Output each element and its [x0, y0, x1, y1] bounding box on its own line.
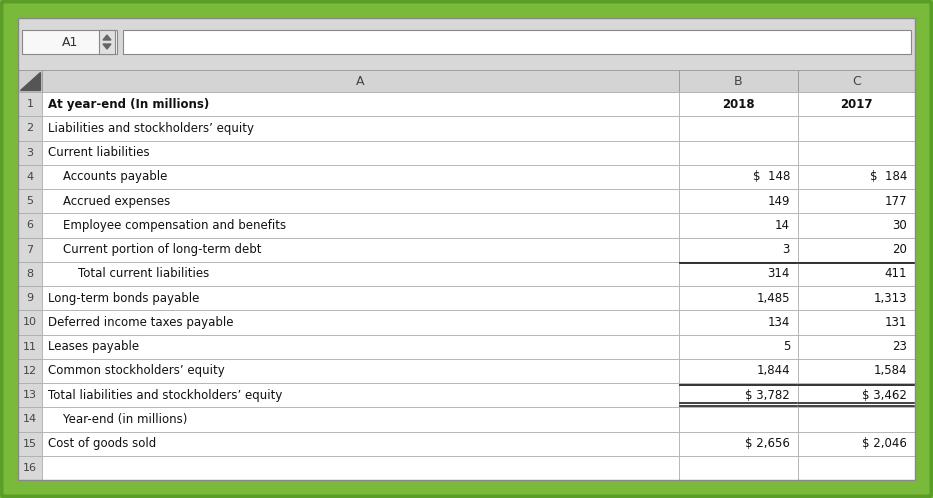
Bar [42, 238, 679, 262]
Bar [18, 70, 42, 92]
Bar [42, 116, 679, 140]
Text: Liabilities and stockholders’ equity: Liabilities and stockholders’ equity [48, 122, 254, 135]
Bar [42, 383, 679, 407]
Text: 20: 20 [892, 243, 907, 256]
Text: 30: 30 [892, 219, 907, 232]
Text: 7: 7 [26, 245, 34, 254]
Text: 10: 10 [23, 317, 37, 327]
Text: $  184: $ 184 [870, 170, 907, 183]
Bar [679, 286, 798, 310]
Text: Current portion of long-term debt: Current portion of long-term debt [48, 243, 261, 256]
Bar [679, 335, 798, 359]
Text: 14: 14 [775, 219, 790, 232]
Bar [798, 213, 915, 238]
Bar [679, 383, 798, 407]
Bar [679, 116, 798, 140]
Bar [42, 335, 679, 359]
Bar [123, 30, 911, 54]
Bar [798, 238, 915, 262]
Bar [798, 165, 915, 189]
Bar [18, 286, 42, 310]
Text: 314: 314 [768, 267, 790, 280]
Text: 1,584: 1,584 [873, 365, 907, 377]
Bar [798, 407, 915, 431]
Text: $ 3,462: $ 3,462 [862, 388, 907, 401]
Text: B: B [734, 75, 743, 88]
Bar [679, 310, 798, 335]
Bar [22, 30, 117, 54]
Bar [679, 92, 798, 116]
Bar [42, 359, 679, 383]
Text: 9: 9 [26, 293, 34, 303]
Text: 1,844: 1,844 [757, 365, 790, 377]
Bar [42, 310, 679, 335]
Bar [798, 286, 915, 310]
Text: Total current liabilities: Total current liabilities [48, 267, 209, 280]
Text: Cost of goods sold: Cost of goods sold [48, 437, 156, 450]
Text: Accounts payable: Accounts payable [48, 170, 167, 183]
Bar [99, 30, 115, 54]
Text: 5: 5 [26, 196, 34, 206]
Bar [18, 431, 42, 456]
Text: $  148: $ 148 [753, 170, 790, 183]
Bar [42, 165, 679, 189]
Text: 6: 6 [26, 221, 34, 231]
Text: At year-end (In millions): At year-end (In millions) [48, 98, 209, 111]
Text: 134: 134 [768, 316, 790, 329]
Text: Leases payable: Leases payable [48, 340, 139, 353]
Text: Long-term bonds payable: Long-term bonds payable [48, 292, 200, 305]
Text: $ 3,782: $ 3,782 [745, 388, 790, 401]
Bar [42, 189, 679, 213]
Bar [798, 310, 915, 335]
Bar [18, 359, 42, 383]
Polygon shape [20, 72, 40, 90]
Text: Common stockholders’ equity: Common stockholders’ equity [48, 365, 225, 377]
Bar [18, 213, 42, 238]
Text: $ 2,046: $ 2,046 [862, 437, 907, 450]
Bar [18, 92, 42, 116]
Text: 1,485: 1,485 [757, 292, 790, 305]
Text: 2017: 2017 [841, 98, 872, 111]
Bar [18, 189, 42, 213]
Text: C: C [852, 75, 861, 88]
Text: 411: 411 [884, 267, 907, 280]
Bar [18, 456, 42, 480]
Bar [798, 92, 915, 116]
Bar [679, 407, 798, 431]
Bar [679, 456, 798, 480]
Bar [798, 431, 915, 456]
Bar [679, 431, 798, 456]
Bar [679, 238, 798, 262]
Text: Employee compensation and benefits: Employee compensation and benefits [48, 219, 286, 232]
Bar [42, 286, 679, 310]
Bar [42, 92, 679, 116]
Bar [679, 359, 798, 383]
Bar [798, 359, 915, 383]
Bar [42, 431, 679, 456]
Text: Total liabilities and stockholders’ equity: Total liabilities and stockholders’ equi… [48, 388, 283, 401]
Bar [18, 165, 42, 189]
Text: 149: 149 [768, 195, 790, 208]
Bar [798, 140, 915, 165]
Polygon shape [103, 35, 111, 40]
Text: 12: 12 [23, 366, 37, 376]
Bar [18, 116, 42, 140]
Text: A1: A1 [62, 35, 77, 48]
Text: 15: 15 [23, 439, 37, 449]
Text: 8: 8 [26, 269, 34, 279]
Bar [42, 262, 679, 286]
Bar [679, 213, 798, 238]
Bar [679, 165, 798, 189]
Bar [18, 140, 42, 165]
Bar [679, 189, 798, 213]
Bar [42, 407, 679, 431]
Text: Current liabilities: Current liabilities [48, 146, 149, 159]
Text: 177: 177 [884, 195, 907, 208]
Text: 3: 3 [783, 243, 790, 256]
Polygon shape [103, 44, 111, 49]
Bar [18, 383, 42, 407]
Text: 4: 4 [26, 172, 34, 182]
Text: 3: 3 [26, 147, 34, 158]
Bar [42, 140, 679, 165]
